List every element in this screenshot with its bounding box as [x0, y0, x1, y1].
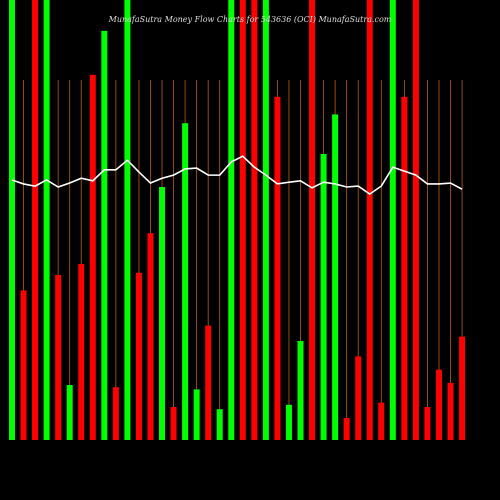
bar — [320, 154, 327, 440]
bar — [389, 0, 396, 440]
bar — [182, 123, 189, 440]
bar — [343, 418, 350, 440]
bar — [401, 96, 408, 441]
bar — [447, 382, 454, 440]
bar — [124, 0, 131, 440]
bar — [135, 272, 142, 440]
bar — [78, 264, 85, 440]
bar — [205, 325, 212, 440]
bar — [366, 0, 373, 440]
bar — [101, 30, 108, 441]
bar — [378, 402, 385, 440]
bar — [112, 387, 119, 440]
overlay — [11, 155, 463, 196]
bar — [262, 0, 269, 440]
bar — [274, 96, 281, 441]
bar — [435, 369, 442, 440]
bar — [239, 0, 246, 440]
bar — [309, 0, 316, 440]
bar — [66, 385, 73, 440]
bar — [9, 0, 15, 440]
bar — [297, 341, 304, 440]
bar — [459, 336, 466, 440]
bar — [159, 187, 166, 440]
bar — [412, 0, 419, 440]
money-flow-line — [11, 155, 463, 196]
bar — [355, 356, 362, 440]
bar — [43, 0, 50, 440]
bar — [424, 407, 431, 440]
bar — [251, 0, 258, 440]
bar — [20, 290, 27, 440]
bar — [32, 0, 39, 440]
bars — [9, 0, 466, 441]
bar — [170, 407, 177, 440]
bar — [285, 404, 292, 440]
bar — [216, 409, 223, 440]
bar — [89, 74, 96, 441]
bar — [55, 275, 62, 440]
bar — [147, 233, 154, 440]
bar — [332, 114, 339, 441]
chart-title: MunafaSutra Money Flow Charts for 543636… — [108, 15, 392, 24]
bar — [228, 0, 235, 440]
bar — [193, 389, 200, 440]
